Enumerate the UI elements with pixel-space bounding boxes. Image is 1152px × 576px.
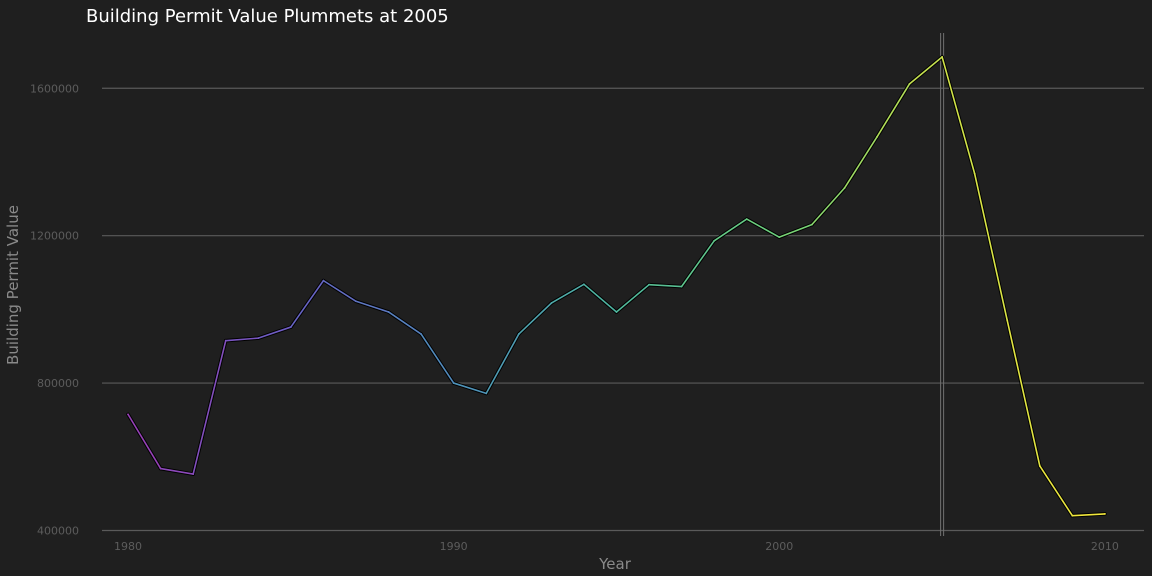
series-segment	[452, 382, 488, 395]
series-segment	[550, 283, 585, 304]
series-segment	[973, 172, 1009, 322]
y-tick-label: 1200000	[30, 230, 79, 243]
series-segment	[1071, 513, 1106, 517]
data-point	[843, 187, 846, 190]
series-segment	[811, 187, 846, 226]
data-point	[192, 473, 195, 475]
series-segment	[876, 83, 911, 138]
data-point	[1038, 465, 1041, 467]
data-point	[355, 300, 357, 303]
series-segment	[257, 326, 292, 339]
data-point	[224, 339, 227, 342]
data-point	[876, 136, 878, 138]
series-segment	[355, 300, 390, 313]
data-point	[159, 467, 162, 470]
data-point	[420, 333, 423, 335]
series-segment	[420, 333, 455, 384]
data-point	[713, 239, 716, 242]
data-point	[257, 337, 260, 340]
series-segment	[159, 467, 194, 475]
data-point	[452, 382, 455, 384]
series-segment	[517, 302, 553, 335]
data-point	[745, 218, 748, 220]
data-point	[1104, 512, 1106, 515]
y-tick-label: 800000	[37, 377, 79, 390]
x-tick-label: 1980	[114, 540, 142, 553]
chart-title: Building Permit Value Plummets at 2005	[86, 6, 449, 27]
data-point	[778, 236, 781, 239]
data-point	[485, 392, 488, 395]
x-tick-label: 2000	[765, 540, 793, 553]
y-axis-label: Building Permit Value	[4, 205, 22, 365]
y-tick-label: 1600000	[30, 82, 79, 95]
data-point	[973, 172, 976, 175]
x-axis-ticks: 1980 1990 2000 2010	[114, 540, 1119, 553]
series-segment	[224, 337, 260, 342]
series-segment	[322, 279, 357, 303]
data-point	[1006, 319, 1009, 322]
series-segment	[290, 279, 325, 328]
series-segment	[648, 283, 683, 288]
series-segment	[127, 413, 162, 470]
series-segment	[745, 218, 781, 238]
series-line	[126, 55, 1107, 518]
series-segment	[615, 283, 650, 313]
data-point	[289, 326, 292, 328]
series-segment	[713, 218, 748, 242]
series-segment	[908, 56, 943, 85]
series-segment	[387, 311, 422, 335]
series-segment	[941, 56, 976, 175]
series-segment	[485, 333, 520, 395]
data-point	[583, 283, 585, 286]
data-point	[387, 311, 390, 313]
x-tick-label: 2010	[1091, 540, 1119, 553]
data-point	[615, 311, 618, 313]
reference-line	[940, 33, 945, 536]
series-segment	[583, 283, 618, 313]
series-segment	[1006, 319, 1041, 467]
data-point	[941, 56, 944, 58]
x-tick-label: 1990	[440, 540, 468, 553]
x-axis-label: Year	[598, 555, 632, 573]
data-point	[680, 285, 683, 288]
gridlines	[102, 87, 1144, 532]
data-point	[810, 223, 813, 226]
series-segment	[680, 240, 715, 288]
series-segment	[192, 339, 227, 475]
data-point	[550, 302, 553, 305]
data-point	[648, 283, 650, 286]
series-segment	[843, 136, 878, 189]
data-point	[127, 413, 129, 416]
y-tick-label: 400000	[37, 524, 79, 537]
data-point	[517, 333, 520, 335]
data-point	[1071, 514, 1074, 517]
series-segment	[778, 223, 813, 238]
series-segment	[1039, 465, 1074, 517]
y-axis-ticks: 400000 800000 1200000 1600000	[30, 82, 79, 537]
data-point	[908, 82, 911, 85]
data-point	[322, 279, 325, 282]
